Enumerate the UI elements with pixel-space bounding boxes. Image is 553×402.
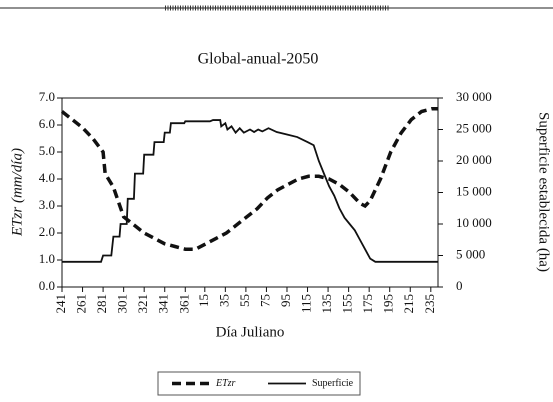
x-tick-label: 261	[74, 294, 89, 314]
y-axis-label: ETzr (mm/día)	[9, 148, 25, 237]
legend-label: ETzr	[215, 378, 236, 389]
chart-title: Global-anual-2050	[198, 51, 319, 68]
y2-tick-label: 10 000	[456, 215, 492, 230]
x-tick-label: 215	[401, 294, 416, 314]
x-tick-label: 15	[196, 294, 211, 307]
y-tick-label: 4.0	[39, 170, 55, 185]
x-tick-label: 75	[257, 294, 272, 307]
x-axis-label: Día Juliano	[216, 324, 285, 340]
y-tick-label: 3.0	[39, 197, 55, 212]
y2-tick-label: 5 000	[456, 246, 485, 261]
x-tick-label: 95	[278, 294, 293, 307]
legend-box	[157, 371, 361, 396]
x-tick-label: 55	[237, 294, 252, 307]
y-tick-label: 5.0	[39, 143, 55, 158]
x-tick-label: 135	[319, 294, 334, 314]
y2-tick-label: 20 000	[456, 152, 492, 167]
y-tick-label: 1.0	[39, 251, 55, 266]
x-tick-label: 155	[340, 294, 355, 314]
series-line	[62, 119, 438, 263]
y-tick-label: 0.0	[39, 278, 55, 293]
x-tick-label: 301	[115, 294, 130, 314]
x-tick-label: 115	[299, 294, 314, 313]
x-tick-label: 321	[135, 294, 150, 314]
y2-tick-label: 15 000	[456, 183, 492, 198]
y2-tick-label: 25 000	[456, 120, 492, 135]
plot-frame	[61, 97, 439, 288]
x-tick-label: 241	[53, 294, 68, 314]
x-tick-label: 195	[381, 294, 396, 314]
y2-axis-label: Superficie establecida (ha)	[536, 112, 552, 272]
y-tick-label: 6.0	[39, 116, 55, 131]
x-tick-label: 235	[422, 294, 437, 314]
x-tick-label: 175	[360, 294, 375, 314]
x-tick-label: 361	[176, 294, 191, 314]
x-tick-label: 341	[156, 294, 171, 314]
y-tick-label: 2.0	[39, 224, 55, 239]
x-tick-label: 35	[216, 294, 231, 307]
y-tick-label: 7.0	[39, 89, 55, 104]
y2-tick-label: 0	[456, 278, 463, 293]
y2-tick-label: 30 000	[456, 89, 492, 104]
legend-label: Superficie	[312, 378, 354, 389]
x-tick-label: 281	[94, 294, 109, 314]
